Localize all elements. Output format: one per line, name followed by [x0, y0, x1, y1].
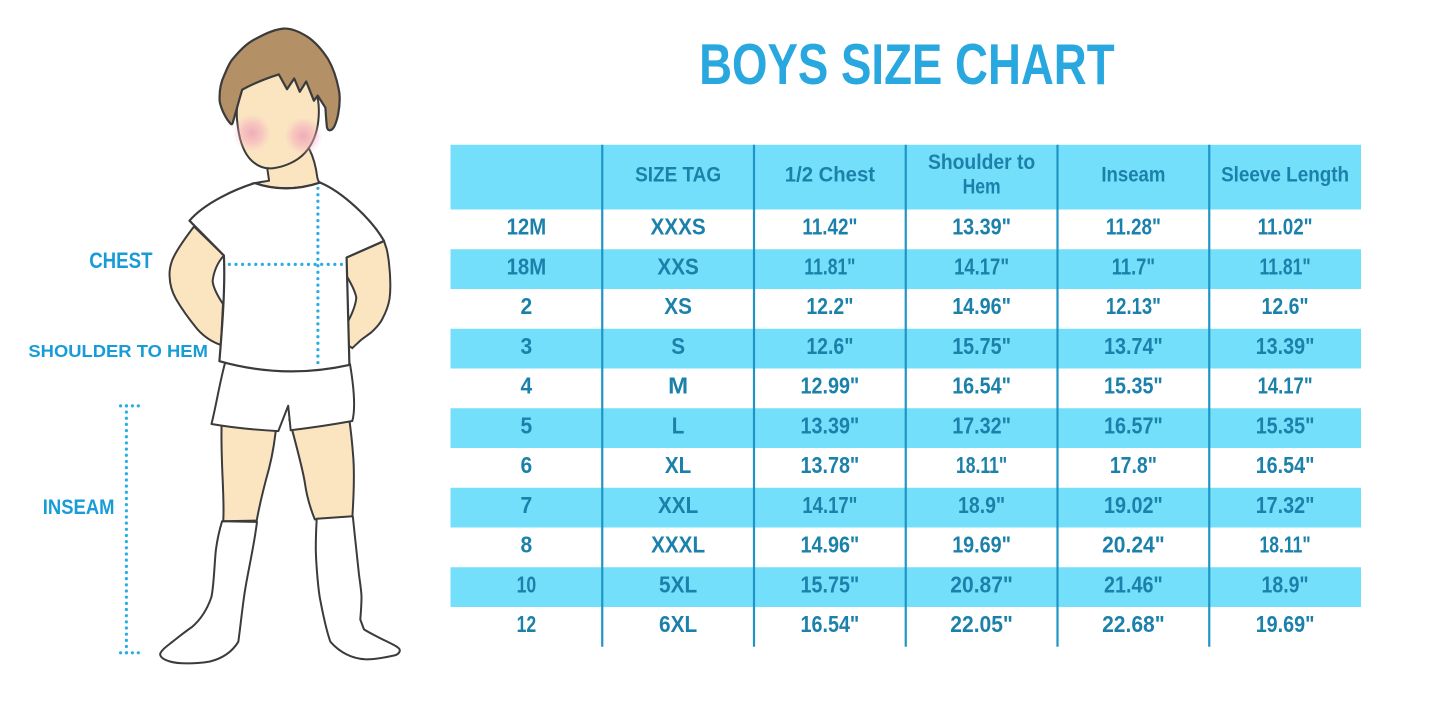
svg-text:Shoulder to: Shoulder to [928, 150, 1035, 174]
svg-text:XXXL: XXXL [651, 532, 705, 558]
svg-text:11.81": 11.81" [1260, 253, 1311, 279]
svg-text:SIZE TAG: SIZE TAG [635, 163, 721, 187]
svg-text:16.57": 16.57" [1104, 412, 1163, 438]
svg-text:XL: XL [665, 452, 692, 478]
svg-text:SHOULDER TO HEM: SHOULDER TO HEM [28, 341, 208, 361]
svg-text:7: 7 [521, 492, 533, 518]
svg-text:14.17": 14.17" [802, 492, 857, 518]
svg-text:18M: 18M [507, 253, 547, 279]
svg-text:INSEAM: INSEAM [43, 496, 115, 519]
svg-text:10: 10 [517, 571, 537, 597]
svg-text:15.35": 15.35" [1104, 373, 1163, 399]
svg-text:16.54": 16.54" [1256, 452, 1315, 478]
svg-text:22.05": 22.05" [950, 611, 1013, 637]
svg-text:18.11": 18.11" [1260, 532, 1311, 558]
svg-text:12.6": 12.6" [806, 333, 853, 359]
svg-text:1/2 Chest: 1/2 Chest [785, 163, 875, 187]
svg-text:8: 8 [521, 532, 533, 558]
svg-text:11.81": 11.81" [804, 253, 855, 279]
svg-text:2: 2 [521, 293, 533, 319]
svg-text:20.24": 20.24" [1102, 532, 1165, 558]
svg-text:14.17": 14.17" [954, 253, 1009, 279]
svg-text:CHEST: CHEST [89, 248, 153, 273]
svg-text:11.42": 11.42" [802, 214, 857, 240]
svg-text:11.7": 11.7" [1112, 253, 1155, 279]
svg-text:17.32": 17.32" [1256, 492, 1315, 518]
svg-text:15.75": 15.75" [952, 333, 1011, 359]
svg-text:17.8": 17.8" [1110, 452, 1157, 478]
svg-text:19.69": 19.69" [952, 532, 1011, 558]
svg-text:12.6": 12.6" [1262, 293, 1309, 319]
svg-text:BOYS SIZE CHART: BOYS SIZE CHART [699, 33, 1115, 97]
svg-text:12.2": 12.2" [806, 293, 853, 319]
svg-text:11.28": 11.28" [1106, 214, 1161, 240]
svg-text:18.9": 18.9" [958, 492, 1005, 518]
svg-text:6XL: 6XL [659, 611, 697, 637]
svg-text:12.99": 12.99" [801, 373, 860, 399]
svg-text:15.35": 15.35" [1256, 412, 1315, 438]
svg-text:16.54": 16.54" [952, 373, 1011, 399]
svg-text:14.17": 14.17" [1258, 373, 1313, 399]
svg-text:S: S [671, 333, 685, 359]
svg-text:14.96": 14.96" [952, 293, 1011, 319]
svg-text:13.39": 13.39" [801, 412, 860, 438]
svg-text:Hem: Hem [963, 174, 1001, 198]
svg-text:Sleeve Length: Sleeve Length [1221, 163, 1349, 187]
svg-text:13.78": 13.78" [801, 452, 860, 478]
svg-text:19.02": 19.02" [1104, 492, 1163, 518]
svg-text:16.54": 16.54" [801, 611, 860, 637]
svg-text:18.11": 18.11" [956, 452, 1007, 478]
svg-text:18.9": 18.9" [1262, 571, 1309, 597]
svg-text:15.75": 15.75" [801, 571, 860, 597]
svg-text:14.96": 14.96" [801, 532, 860, 558]
svg-text:19.69": 19.69" [1256, 611, 1315, 637]
svg-text:4: 4 [521, 373, 533, 399]
svg-text:17.32": 17.32" [952, 412, 1011, 438]
svg-text:M: M [668, 373, 688, 399]
svg-text:5XL: 5XL [659, 571, 697, 597]
svg-text:20.87": 20.87" [950, 571, 1013, 597]
svg-text:XXXS: XXXS [651, 214, 706, 240]
svg-text:13.39": 13.39" [952, 214, 1011, 240]
svg-text:13.39": 13.39" [1256, 333, 1315, 359]
svg-text:21.46": 21.46" [1104, 571, 1163, 597]
svg-text:XXL: XXL [658, 492, 698, 518]
svg-text:5: 5 [521, 412, 533, 438]
svg-text:L: L [672, 412, 685, 438]
svg-text:12: 12 [517, 611, 537, 637]
svg-text:12.13": 12.13" [1106, 293, 1161, 319]
svg-text:3: 3 [521, 333, 533, 359]
svg-text:11.02": 11.02" [1258, 214, 1313, 240]
svg-text:13.74": 13.74" [1104, 333, 1163, 359]
svg-text:12M: 12M [507, 214, 547, 240]
svg-text:XXS: XXS [657, 253, 698, 279]
svg-text:6: 6 [521, 452, 533, 478]
svg-text:XS: XS [664, 293, 692, 319]
svg-text:Inseam: Inseam [1101, 163, 1165, 187]
svg-text:22.68": 22.68" [1102, 611, 1165, 637]
